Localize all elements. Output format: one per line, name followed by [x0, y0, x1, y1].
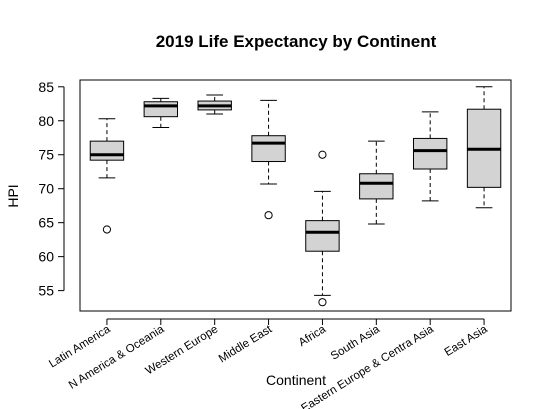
x-tick-label: East Asia	[443, 323, 491, 359]
y-tick-label: 85	[38, 79, 54, 95]
y-tick-label: 80	[38, 113, 54, 129]
box-4	[305, 150, 340, 307]
box-5	[359, 140, 394, 225]
y-tick-label: 60	[38, 249, 54, 265]
y-axis-label: HPI	[5, 184, 21, 207]
box-2	[197, 94, 232, 115]
iqr-box	[143, 101, 179, 118]
iqr-box	[251, 135, 286, 163]
x-tick-label: Middle East	[217, 323, 275, 365]
iqr-box	[412, 137, 448, 170]
y-tick-label: 65	[38, 215, 54, 231]
y-axis: 55 60 65 70 75 80 85	[38, 79, 65, 299]
y-tick-label: 70	[38, 181, 54, 197]
y-tick-label: 75	[38, 147, 54, 163]
box-1	[143, 97, 179, 129]
box-7	[466, 86, 502, 209]
boxes-group	[89, 86, 502, 307]
x-axis-label: Continent	[266, 372, 326, 388]
y-tick-label: 55	[38, 283, 54, 299]
box-0	[89, 118, 125, 234]
outlier-point	[318, 298, 327, 307]
box-6	[412, 111, 448, 202]
outlier-point	[264, 211, 273, 220]
outlier-point	[318, 150, 327, 159]
iqr-box	[89, 140, 125, 161]
iqr-box	[359, 173, 394, 200]
x-tick-label: Africa	[297, 323, 329, 349]
outlier-point	[102, 225, 112, 234]
x-tick-label: N America & Oceania	[67, 323, 167, 392]
chart-title: 2019 Life Expectancy by Continent	[156, 32, 437, 51]
plot-frame	[79, 79, 512, 312]
iqr-box	[305, 220, 340, 252]
box-3	[251, 99, 286, 220]
